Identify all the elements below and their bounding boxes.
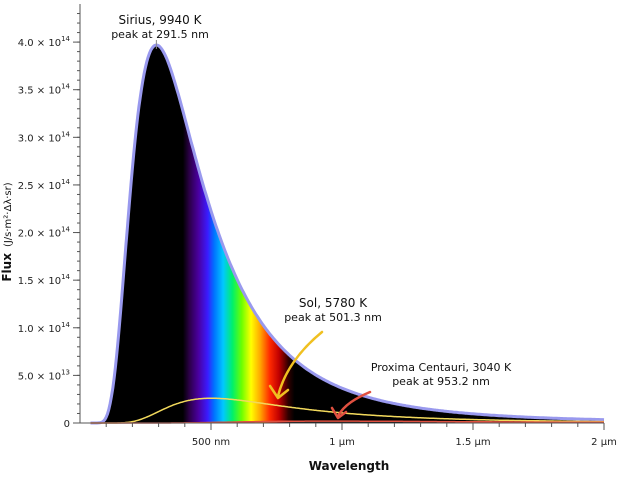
- sol-arrow: [268, 330, 324, 400]
- y-tick-label: 5.0 × 1013: [18, 368, 70, 382]
- x-tick-label: 1 μm: [329, 437, 355, 448]
- y-tick-label: 3.0 × 1014: [18, 130, 71, 144]
- y-axis-title-units: (J/s·m²·Δλ·sr): [3, 182, 14, 247]
- y-axis-title-main: Flux: [0, 253, 14, 282]
- annotations: Wavelength Flux (J/s·m²·Δλ·sr) Sirius, 99…: [0, 13, 512, 473]
- plot-area: [90, 40, 605, 425]
- sirius-spectrum-fill: [90, 45, 604, 423]
- y-tick-label: 1.5 × 1014: [18, 273, 71, 287]
- x-tick-label: 500 nm: [192, 437, 230, 448]
- sol-curve: [90, 397, 604, 424]
- sirius-label: Sirius, 9940 K: [119, 13, 203, 27]
- y-tick-label: 2.0 × 1014: [18, 226, 71, 240]
- proxima-label: Proxima Centauri, 3040 K: [371, 361, 512, 374]
- proxima-peak-label: peak at 953.2 nm: [392, 375, 490, 388]
- x-tick-label: 2 μm: [591, 437, 617, 448]
- x-tick-label: 1.5 μm: [455, 437, 490, 448]
- y-tick-label: 0: [64, 419, 70, 430]
- glare-overlay: [417, 238, 547, 331]
- proxima-arrow: [330, 390, 372, 420]
- y-tick-label: 3.5 × 1014: [18, 83, 71, 97]
- sol-peak-label: peak at 501.3 nm: [284, 311, 382, 324]
- sirius-peak-label: peak at 291.5 nm: [111, 28, 209, 41]
- axes: 500 nm 1 μm 1.5 μm 2 μm 0 5.0 × 1013 1.0 × 101…: [18, 4, 617, 448]
- y-tick-label: 2.5 × 1014: [18, 178, 71, 192]
- y-tick-label: 4.0 × 1014: [18, 35, 71, 49]
- sirius-curve: [90, 43, 605, 425]
- y-tick-label: 1.0 × 1014: [18, 321, 71, 335]
- x-axis-title: Wavelength: [309, 459, 390, 473]
- sol-label: Sol, 5780 K: [299, 296, 368, 310]
- y-axis-title: Flux (J/s·m²·Δλ·sr): [0, 182, 14, 281]
